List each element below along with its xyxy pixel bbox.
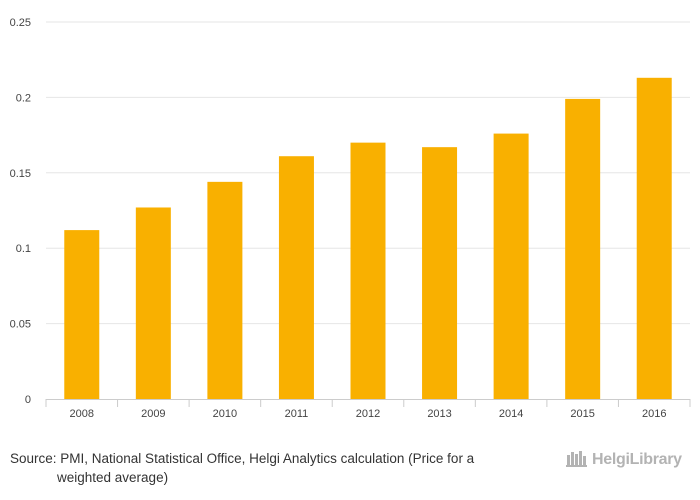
x-tick-label: 2008 bbox=[70, 408, 94, 420]
helgi-library-logo-icon bbox=[566, 449, 588, 472]
x-tick-label: 2013 bbox=[427, 408, 451, 420]
source-line-2: weighted average) bbox=[57, 470, 169, 485]
y-axis: 0 0.05 0.1 0.15 0.2 0.25 bbox=[10, 17, 31, 406]
x-axis: 2008 2009 2010 2011 2012 2013 2014 2015 2016 bbox=[45, 399, 691, 420]
x-tick-label: 2016 bbox=[642, 408, 666, 420]
x-tick-label: 2011 bbox=[285, 408, 309, 420]
brand-name: HelgiLibrary bbox=[592, 451, 682, 468]
bar-2016 bbox=[636, 77, 672, 400]
bar-2010 bbox=[207, 181, 243, 399]
x-tick-label: 2015 bbox=[570, 408, 594, 420]
brand-logo: HelgiLibrary bbox=[566, 448, 696, 472]
bar-chart: 0 0.05 0.1 0.15 0.2 0.25 2008 2009 2010 2011 2012… bbox=[10, 17, 691, 420]
y-tick-label: 0.25 bbox=[10, 17, 31, 29]
x-tick-label: 2009 bbox=[141, 408, 165, 420]
bar-2014 bbox=[493, 133, 529, 400]
bar-2012 bbox=[350, 142, 386, 399]
bar-2009 bbox=[135, 207, 171, 399]
source-line-1: Source: PMI, National Statistical Office… bbox=[10, 451, 475, 466]
bar-2015 bbox=[565, 98, 601, 400]
bar-2013 bbox=[422, 147, 458, 399]
y-tick-label: 0.05 bbox=[10, 319, 31, 331]
y-tick-label: 0.15 bbox=[10, 168, 31, 180]
bar-2008 bbox=[64, 230, 100, 399]
x-tick-label: 2010 bbox=[213, 408, 237, 420]
bars bbox=[64, 77, 672, 400]
x-tick-label: 2014 bbox=[499, 408, 523, 420]
x-tick-label: 2012 bbox=[356, 408, 380, 420]
y-tick-label: 0.2 bbox=[16, 92, 31, 104]
y-tick-label: 0 bbox=[25, 394, 31, 406]
y-tick-label: 0.1 bbox=[16, 243, 31, 255]
bar-2011 bbox=[278, 156, 314, 399]
source-note: Source: PMI, National Statistical Office… bbox=[10, 449, 530, 487]
